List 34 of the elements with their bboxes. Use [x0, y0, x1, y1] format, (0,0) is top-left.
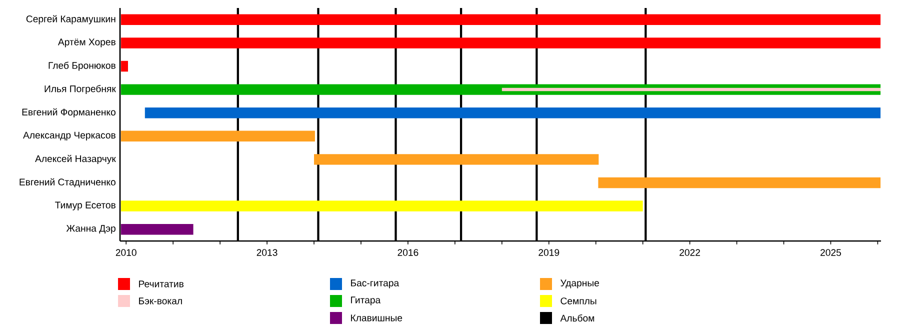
- y-tick-label: Евгений Стадниченко: [20, 178, 116, 188]
- y-tick-label: Илья Погребняк: [44, 85, 116, 94]
- x-tick-label: 2025: [820, 249, 841, 256]
- y-tick-label: Сергей Карамушкин: [26, 15, 116, 24]
- legend-label: Бас-гитара: [351, 280, 400, 288]
- x-tick-label: 2016: [398, 249, 418, 256]
- bar: [120, 200, 643, 212]
- x-tick-label: 2010: [116, 249, 136, 256]
- bar: [598, 177, 881, 188]
- bar: [314, 154, 599, 165]
- legend-label: Альбом: [560, 314, 594, 322]
- x-tick-label: 2013: [256, 249, 278, 256]
- y-tick-label: Тимур Есетов: [55, 202, 116, 210]
- y-tick-label: Евгений Форманенко: [22, 108, 116, 118]
- bar: [120, 14, 881, 26]
- bar: [144, 107, 881, 118]
- bar: [502, 88, 881, 92]
- x-tick-label: 2019: [538, 249, 560, 256]
- y-tick-label: Алексей Назарчук: [35, 154, 116, 164]
- bar: [120, 38, 881, 48]
- legend-label: Гитара: [351, 296, 381, 306]
- legend-label: Ударные: [560, 280, 599, 288]
- y-tick-label: Жанна Дэр: [66, 225, 116, 234]
- bar: [120, 130, 315, 142]
- bar: [120, 60, 128, 72]
- legend-label: Семплы: [560, 298, 596, 304]
- bar: [120, 224, 194, 235]
- legend-label: Клавишные: [351, 314, 402, 322]
- y-tick-label: Глеб Бронюков: [48, 62, 116, 71]
- x-tick-label: 2022: [680, 249, 700, 256]
- y-tick-label: Артём Хорев: [58, 38, 116, 48]
- legend-label: Бэк-вокал: [139, 298, 182, 304]
- y-tick-label: Александр Черкасов: [23, 132, 116, 140]
- legend-label: Речитатив: [139, 280, 184, 288]
